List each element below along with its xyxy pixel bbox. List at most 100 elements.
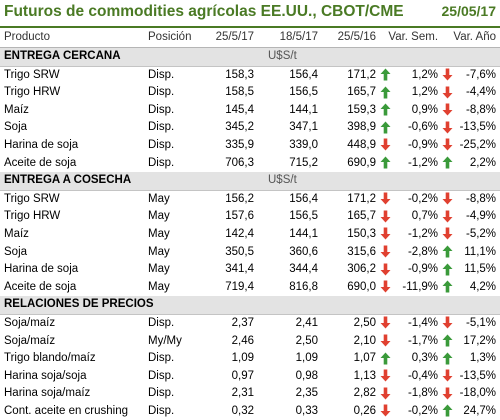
table-row: Soja Disp. 345,2 347,1 398,9 -0,6% -13,5% [0, 119, 500, 137]
weekly-change-cell: -0,2% [392, 189, 439, 209]
section-header: ENTREGA CERCANA U$S/t [0, 47, 500, 67]
yearly-change-arrow [438, 119, 454, 137]
weekly-change-cell: 0,7% [411, 210, 439, 223]
section-title: ENTREGA A COSECHA [0, 172, 254, 191]
weekly-change-cell: -11,9% [402, 280, 439, 293]
arrow-down-icon [442, 138, 453, 151]
price-current-cell: 158,3 [200, 65, 254, 85]
price-year-ago-cell: 171,2 [318, 189, 376, 209]
arrow-up-icon [442, 245, 453, 258]
price-year-ago-cell: 690,9 [347, 156, 376, 169]
position-cell: May [142, 189, 200, 209]
yearly-change-cell: -25,2% [459, 138, 497, 151]
arrow-down-icon [380, 404, 391, 417]
weekly-change-arrow [376, 403, 392, 420]
weekly-change-cell: -0,2% [407, 404, 439, 417]
arrow-down-icon [380, 280, 391, 293]
product-name: Maíz [4, 103, 29, 116]
section-header: ENTREGA A COSECHA U$S/t [0, 172, 500, 191]
arrow-up-icon [442, 352, 453, 365]
arrow-down-icon [380, 245, 391, 258]
yearly-change-cell: -13,5% [459, 121, 497, 134]
yearly-change-cell: 1,3% [469, 352, 497, 365]
price-current-cell: 2,46 [231, 334, 254, 347]
yearly-change-cell: 11,5% [464, 263, 497, 276]
weekly-change-arrow [376, 313, 392, 333]
arrow-down-icon [442, 121, 453, 134]
price-year-ago-cell: 171,2 [318, 65, 376, 85]
yearly-change-cell: -13,5% [459, 369, 497, 382]
price-current-cell: 0,97 [231, 369, 254, 382]
price-year-ago-cell: 2,10 [353, 334, 376, 347]
column-header: 25/5/17 [200, 26, 254, 48]
arrow-down-icon [380, 138, 391, 151]
price-current-cell: 350,5 [225, 245, 254, 258]
yearly-change-cell: 4,2% [469, 280, 497, 293]
price-current-cell: 1,09 [231, 352, 254, 365]
yearly-change-cell: -5,2% [465, 227, 497, 240]
table-row: Aceite de soja Disp. 706,3 715,2 690,9 -1,2% 2… [0, 155, 500, 173]
price-year-ago-cell: 315,6 [347, 245, 376, 258]
table-row: Trigo HRW Disp. 158,5 156,5 165,7 1,2% -4,4% [0, 84, 500, 102]
weekly-change-cell: -2,8% [407, 245, 439, 258]
price-year-ago-cell: 306,2 [347, 263, 376, 276]
price-year-ago-cell: 150,3 [347, 227, 376, 240]
yearly-change-arrow [438, 333, 454, 351]
position-cell: Disp. [142, 313, 200, 333]
arrow-up-icon [380, 121, 391, 134]
report-date: 25/05/17 [441, 3, 497, 19]
weekly-change-cell: -1,4% [392, 313, 439, 333]
position-cell: Disp. [148, 138, 175, 151]
price-current-cell: 719,4 [225, 280, 254, 293]
weekly-change-cell: -1,8% [407, 387, 439, 400]
section-unit: U$S/t [254, 47, 500, 67]
product-name: Soja [4, 121, 28, 134]
price-week-ago-cell: 347,1 [289, 121, 318, 134]
yearly-change-cell: -8,8% [465, 103, 497, 116]
arrow-up-icon [442, 263, 453, 276]
weekly-change-arrow [376, 385, 392, 403]
weekly-change-cell: -0,6% [407, 121, 439, 134]
position-cell: Disp. [148, 369, 175, 382]
product-name: Harina soja/maíz [4, 387, 91, 400]
price-current-cell: 706,3 [225, 156, 254, 169]
arrow-down-icon [380, 316, 391, 329]
section-header: RELACIONES DE PRECIOS [0, 296, 500, 315]
report-title: Futuros de commodities agrícolas EE.UU.,… [4, 3, 404, 20]
price-week-ago-cell: 156,5 [289, 210, 318, 223]
product-name: Trigo SRW [0, 189, 142, 209]
arrow-up-icon [442, 156, 453, 169]
yearly-change-cell: 2,2% [469, 156, 497, 169]
arrow-up-icon [442, 280, 453, 293]
product-name: Soja/maíz [0, 313, 142, 333]
arrow-down-icon [442, 387, 453, 400]
weekly-change-cell: -1,2% [407, 227, 439, 240]
weekly-change-cell: 1,2% [411, 86, 439, 99]
position-cell: Disp. [148, 404, 175, 417]
column-header: Var. Sem. [376, 26, 439, 48]
price-year-ago-cell: 159,3 [347, 103, 376, 116]
price-week-ago-cell: 344,4 [289, 263, 318, 276]
yearly-change-cell: -8,8% [454, 189, 500, 209]
yearly-change-cell: -7,6% [454, 65, 500, 85]
arrow-down-icon [442, 316, 453, 329]
column-header: 25/5/16 [318, 26, 376, 48]
position-cell: Disp. [148, 86, 175, 99]
weekly-change-cell: -1,7% [407, 334, 439, 347]
weekly-change-arrow [376, 155, 392, 173]
commodities-table: Producto Posición 25/5/17 18/5/17 25/5/16 Var… [0, 26, 500, 420]
price-current-cell: 145,4 [225, 103, 254, 116]
price-current-cell: 2,31 [231, 387, 254, 400]
position-cell: May [148, 263, 170, 276]
weekly-change-arrow [376, 189, 392, 209]
table-row: Maíz Disp. 145,4 144,1 159,3 0,9% -8,8% [0, 102, 500, 120]
arrow-up-icon [380, 352, 391, 365]
price-week-ago-cell: 2,35 [295, 387, 318, 400]
arrow-down-icon [380, 227, 391, 240]
yearly-change-arrow [438, 261, 454, 279]
price-current-cell: 341,4 [225, 263, 254, 276]
section-title: RELACIONES DE PRECIOS [0, 296, 254, 315]
position-cell: Disp. [148, 156, 175, 169]
price-current-cell: 142,4 [225, 227, 254, 240]
table-row: Trigo HRW May 157,6 156,5 165,7 0,7% -4,9% [0, 208, 500, 226]
